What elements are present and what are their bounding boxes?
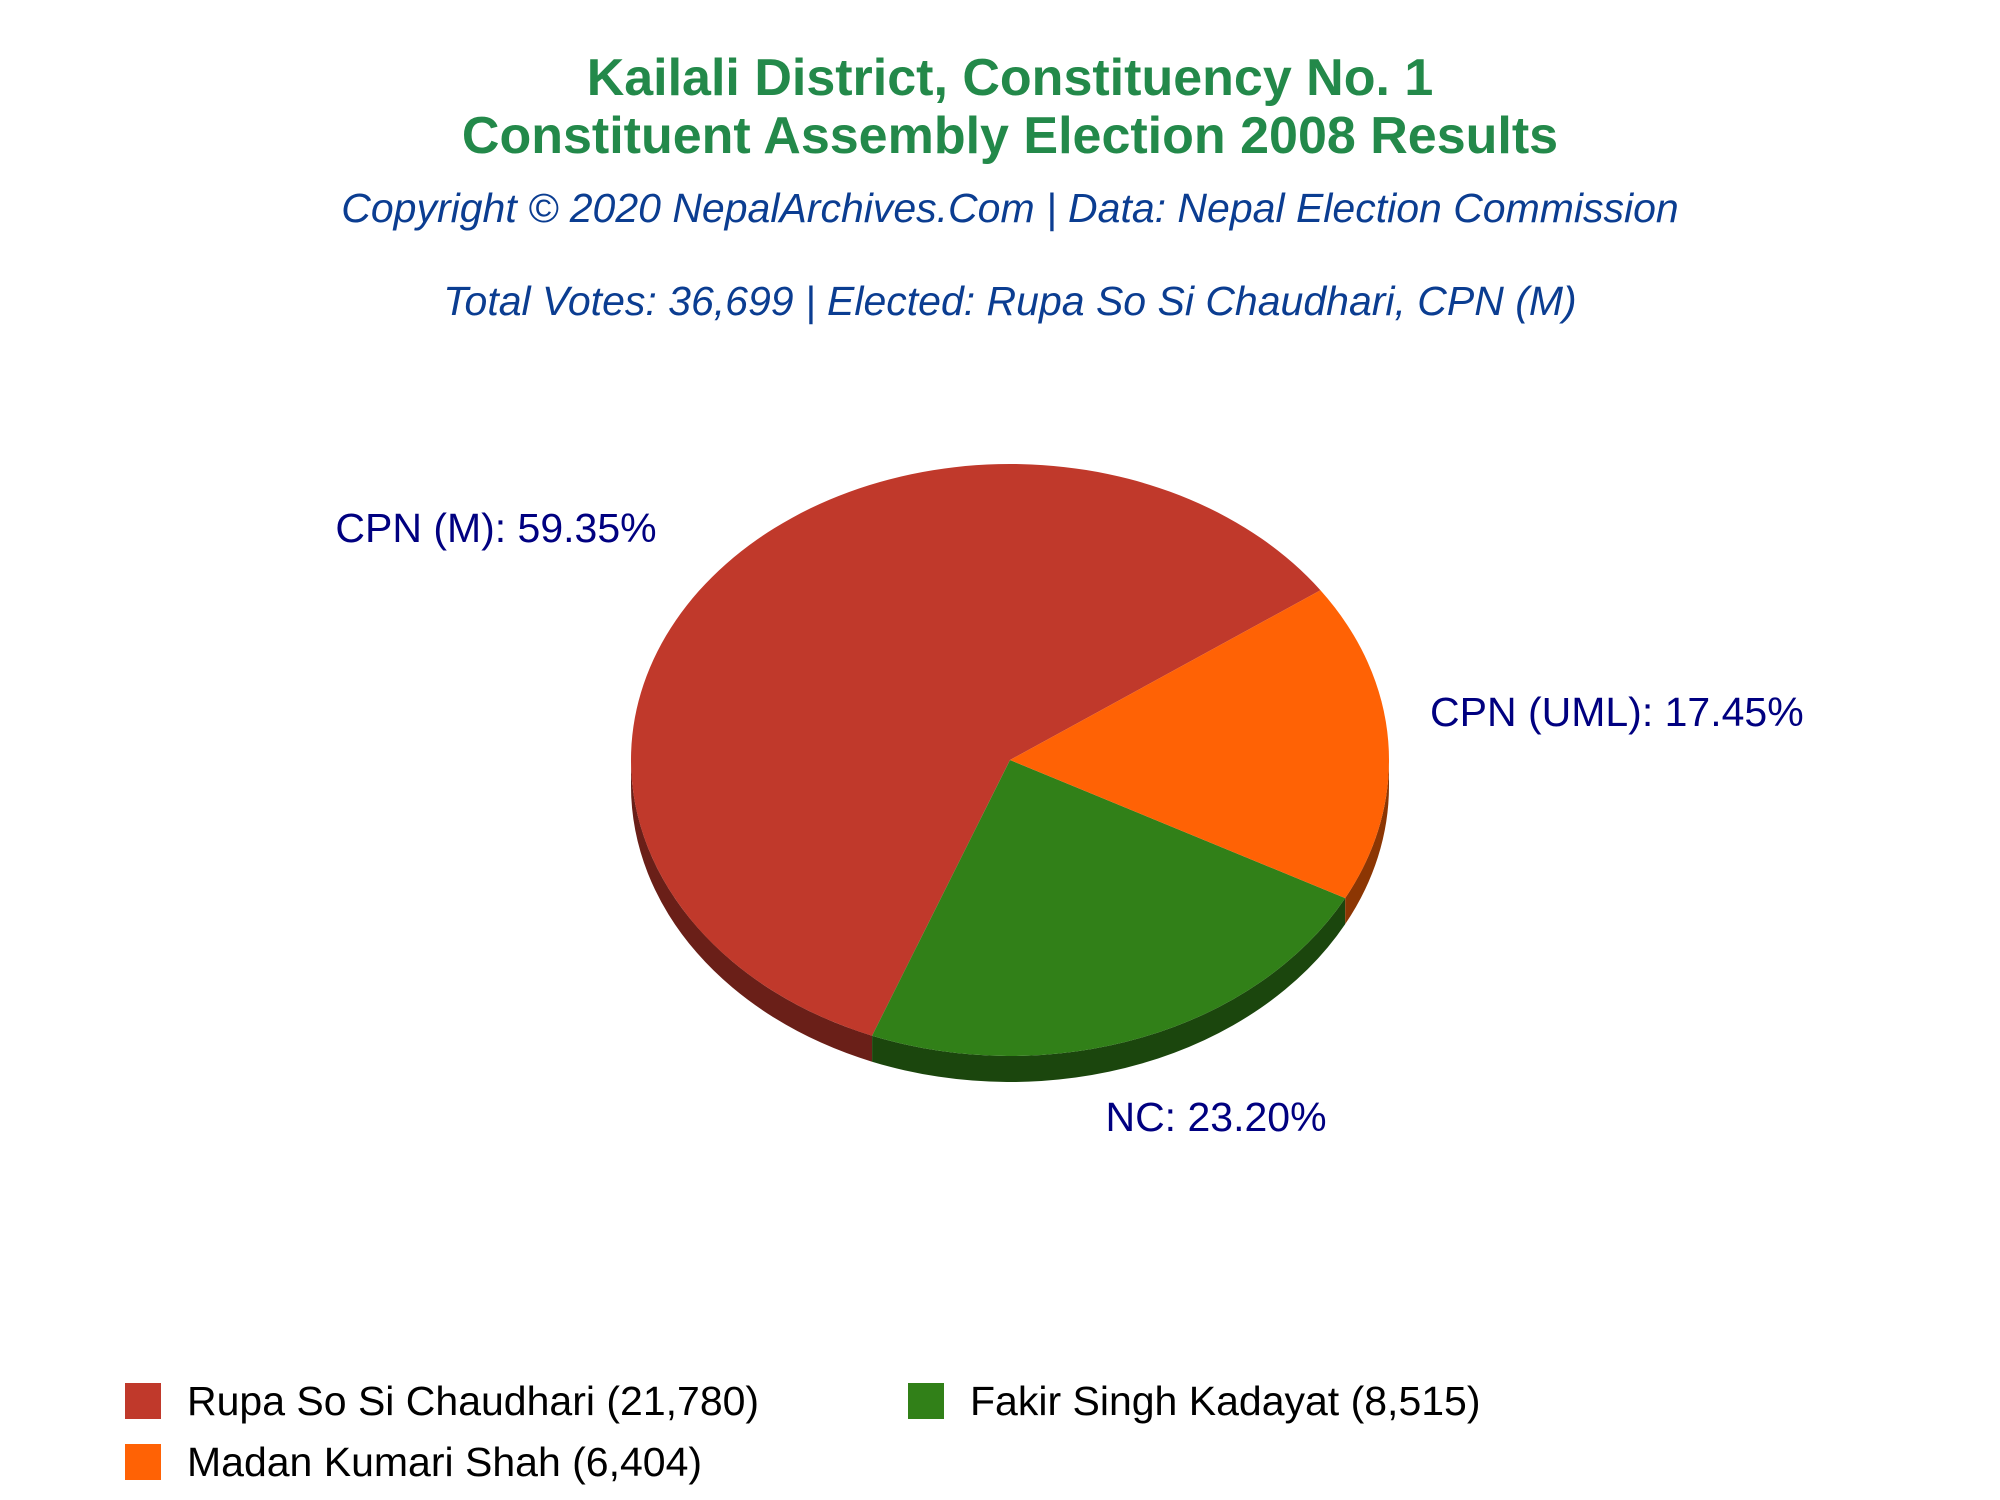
slice <box>631 464 1321 1036</box>
legend-swatch <box>125 1383 161 1419</box>
legend-label: Fakir Singh Kadayat (8,515) <box>970 1378 1481 1424</box>
legend-swatch <box>908 1383 944 1419</box>
slice-side <box>1345 760 1389 925</box>
annotation: Total Votes: 36,699 | Elected: Rupa So S… <box>443 278 1576 324</box>
legend-label: Rupa So Si Chaudhari (21,780) <box>187 1378 759 1424</box>
chart-title: Constituent Assembly Election 2008 Resul… <box>462 107 1558 165</box>
slice-side <box>631 760 873 1062</box>
slice-side <box>872 898 1346 1082</box>
slice <box>1010 590 1389 899</box>
legend-label: Madan Kumari Shah (6,404) <box>187 1439 702 1485</box>
legend-swatch <box>125 1444 161 1480</box>
chart-title: Kailali District, Constituency No. 1 <box>587 49 1434 107</box>
slice-label: NC: 23.20% <box>1105 1094 1326 1140</box>
chart-subtitle: Copyright © 2020 NepalArchives.Com | Dat… <box>341 185 1679 231</box>
slice-label: CPN (UML): 17.45% <box>1430 689 1804 735</box>
slice <box>872 760 1346 1056</box>
slice-label: CPN (M): 59.35% <box>335 505 656 551</box>
